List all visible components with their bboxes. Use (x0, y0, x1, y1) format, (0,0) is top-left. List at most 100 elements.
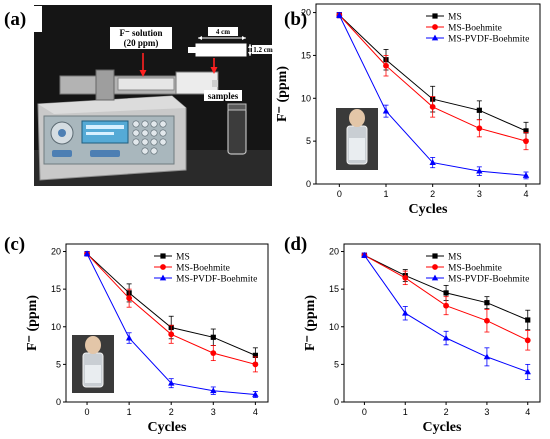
chart-panel-b: (b) 0 1 2 3 4 0 5 10 15 20 Cycles F⁻ (ppm) MSMS-Boeh… (275, 3, 541, 217)
x-tick-label: 4 (523, 189, 528, 199)
data-point (484, 300, 490, 306)
legend-marker (431, 34, 439, 41)
series-ms-pvdf-boehmite (361, 251, 531, 380)
y-tick-label: 15 (51, 284, 61, 294)
y-tick-label: 5 (56, 359, 61, 369)
panel-label-d: (d) (284, 234, 307, 255)
series-ms-boehmite (84, 250, 259, 373)
inset-vial-photo (72, 335, 114, 393)
y-tick-label: 15 (301, 50, 311, 60)
panel-label-c: (c) (4, 234, 25, 255)
y-tick-label: 5 (306, 136, 311, 146)
data-point (476, 125, 483, 132)
x-tick-label: 1 (127, 407, 132, 417)
legend-marker (432, 24, 438, 30)
sample-chamber-inlet (188, 47, 198, 53)
x-tick-label: 0 (362, 407, 367, 417)
legend-marker (432, 13, 438, 19)
glass-vial (227, 107, 247, 155)
inset-vial-liquid (349, 138, 365, 160)
data-point (402, 274, 409, 281)
data-point (476, 167, 483, 174)
pump-keypad (132, 120, 167, 155)
solution-arrowhead (139, 70, 147, 77)
legend-marker (431, 274, 439, 281)
sample-tip (212, 80, 218, 87)
legend-marker (432, 264, 438, 270)
data-point (126, 295, 133, 302)
x-tick-label: 2 (430, 189, 435, 199)
y-axis-title: F⁻ (ppm) (25, 295, 40, 351)
data-point (524, 368, 531, 375)
data-point (429, 159, 436, 165)
data-point (168, 379, 175, 386)
x-tick-label: 1 (383, 189, 388, 199)
data-point (125, 334, 133, 341)
x-axis-title: Cycles (148, 420, 187, 435)
data-point (382, 107, 390, 114)
x-tick-label: 4 (253, 407, 258, 417)
inset-vial-liquid (85, 365, 101, 383)
x-axis-title: Cycles (409, 202, 448, 217)
samples-label-box (204, 90, 242, 101)
legend-entry: MS-PVDF-Boehmite (448, 275, 529, 285)
legend-marker (160, 253, 166, 259)
data-point (252, 352, 258, 358)
data-point (525, 317, 531, 323)
data-point (522, 172, 530, 178)
legend-entry: MS-PVDF-Boehmite (176, 275, 257, 285)
x-tick-label: 0 (85, 407, 90, 417)
data-point (210, 350, 217, 356)
y-tick-label: 20 (51, 247, 61, 257)
y-tick-label: 10 (301, 93, 311, 103)
legend-marker (432, 253, 438, 259)
height-label-box (252, 45, 274, 54)
data-point (252, 361, 259, 368)
legend-entry: MS (176, 253, 190, 263)
data-point (523, 128, 529, 134)
x-tick-label: 0 (337, 189, 342, 199)
y-tick-label: 10 (51, 322, 61, 332)
x-axis-title: Cycles (423, 420, 462, 435)
sample-chamber-diagram (195, 43, 247, 57)
data-point (429, 103, 436, 110)
legend-entry: MS (448, 13, 462, 23)
plot-frame (343, 243, 541, 403)
data-point (524, 337, 531, 344)
series-ms-pvdf-boehmite (336, 11, 530, 180)
data-point (442, 334, 450, 341)
data-point (210, 334, 216, 340)
chart-panel-d: (d) 0 1 2 3 4 0 5 10 15 20 Cycles F⁻ (ppm) MSMS-Boeh… (284, 234, 541, 435)
x-tick-label: 3 (211, 407, 216, 417)
pump-display-line (86, 132, 114, 135)
data-point (210, 387, 217, 394)
length-label: 4 cm (216, 28, 230, 36)
legend-entry: MS-Boehmite (448, 264, 502, 274)
y-tick-label: 5 (334, 359, 339, 369)
y-tick-label: 0 (306, 179, 311, 189)
x-tick-label: 1 (403, 407, 408, 417)
pump-button (90, 150, 120, 157)
data-point (168, 331, 175, 338)
panel-a: F⁻ solution (20 ppm) samples 4 cm 1.2 cm… (2, 5, 274, 186)
x-tick-label: 3 (484, 407, 489, 417)
data-point (476, 107, 482, 113)
data-point (83, 250, 91, 257)
y-tick-label: 15 (329, 284, 339, 294)
data-point (361, 251, 368, 258)
data-point (336, 11, 343, 18)
data-point (402, 309, 409, 316)
length-label-box (208, 27, 238, 36)
y-axis-title: F⁻ (ppm) (275, 66, 290, 122)
inset-finger (349, 109, 365, 127)
concentration-label: (20 ppm) (124, 38, 159, 48)
data-point (443, 302, 449, 309)
series-ms (361, 252, 531, 331)
samples-arrowhead (210, 67, 218, 74)
height-label: 1.2 cm (253, 46, 273, 54)
plot-frame (65, 243, 269, 403)
y-tick-label: 20 (301, 8, 311, 18)
